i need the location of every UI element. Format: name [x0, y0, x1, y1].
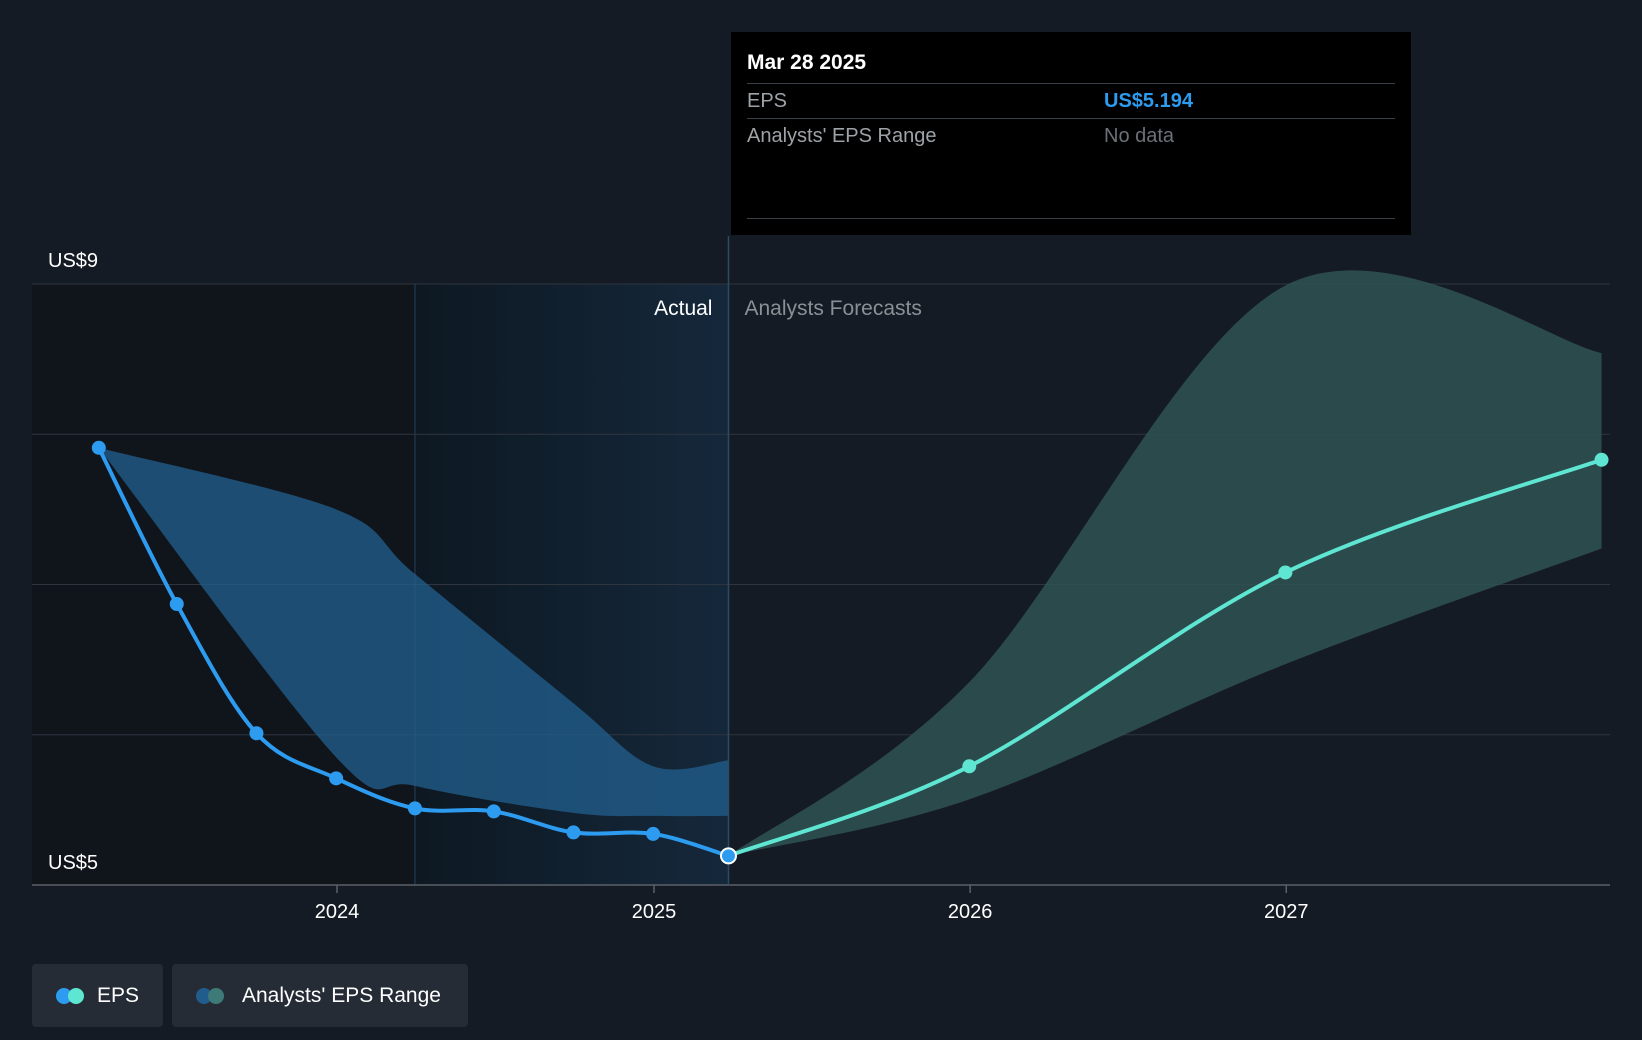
- actual-eps-point[interactable]: [169, 597, 184, 612]
- tooltip-divider: [747, 218, 1395, 219]
- actual-eps-point[interactable]: [329, 771, 344, 786]
- tooltip-eps-value: US$5.194: [1104, 89, 1193, 112]
- forecast-eps-point[interactable]: [1594, 452, 1609, 467]
- tooltip-range-row: Analysts' EPS Range No data: [747, 118, 1395, 153]
- hover-tooltip: Mar 28 2025 EPS US$5.194 Analysts' EPS R…: [731, 32, 1411, 235]
- actual-eps-point[interactable]: [486, 804, 501, 819]
- forecast-eps-point[interactable]: [1278, 565, 1293, 580]
- eps-legend-icon: [56, 987, 84, 1004]
- tooltip-range-value: No data: [1104, 124, 1175, 147]
- current-eps-point[interactable]: [719, 847, 737, 865]
- x-tick-label: 2024: [315, 901, 360, 923]
- y-axis-label-top: US$9: [48, 250, 98, 272]
- actual-eps-point[interactable]: [91, 440, 106, 455]
- forecast-eps-range-band: [728, 270, 1602, 856]
- actual-eps-range-band: [98, 447, 729, 817]
- tooltip-eps-row: EPS US$5.194: [747, 83, 1395, 118]
- forecast-eps-line: [726, 457, 1604, 858]
- forecast-section-label: Analysts Forecasts: [744, 297, 921, 320]
- legend-eps-label: EPS: [96, 983, 139, 1007]
- actual-eps-point[interactable]: [646, 826, 661, 841]
- legend-range-label: Analysts' EPS Range: [242, 983, 441, 1007]
- legend-eps-button[interactable]: EPS: [32, 964, 163, 1027]
- actual-section-label: Actual: [654, 297, 712, 320]
- tooltip-eps-label: EPS: [747, 89, 788, 112]
- tooltip-range-label: Analysts' EPS Range: [747, 124, 937, 147]
- forecast-eps-point[interactable]: [962, 759, 977, 774]
- actual-eps-point[interactable]: [407, 801, 422, 816]
- x-tick-label: 2026: [948, 901, 993, 923]
- actual-eps-point[interactable]: [566, 825, 581, 840]
- y-axis-label-bottom: US$5: [48, 852, 98, 874]
- actual-eps-point[interactable]: [249, 726, 264, 741]
- x-tick-label: 2025: [632, 901, 677, 923]
- legend-range-button[interactable]: Analysts' EPS Range: [172, 964, 468, 1027]
- tooltip-date: Mar 28 2025: [747, 51, 867, 74]
- range-legend-icon: [196, 987, 226, 1004]
- x-tick-label: 2027: [1264, 901, 1309, 923]
